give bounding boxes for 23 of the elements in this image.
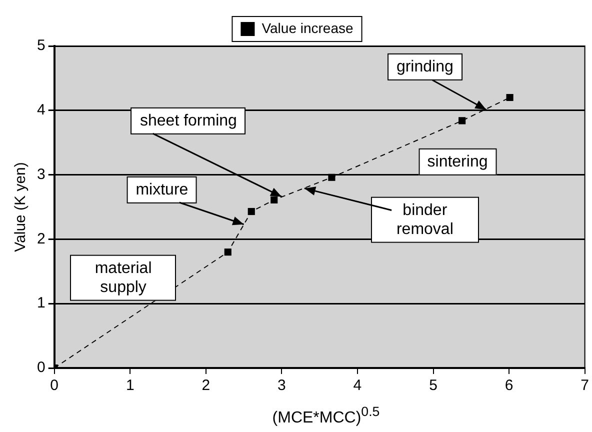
annotation: mixture [126,176,198,204]
annotation: sheet forming [131,107,246,134]
annotation: sintering [418,148,497,176]
y-tick-label: 3 [37,166,46,183]
x-tick-label: 5 [429,377,438,394]
y-tick-label: 0 [37,359,46,376]
x-tick-label: 0 [50,377,59,394]
y-axis-title: Value (K yen) [12,162,30,252]
x-tick-label: 1 [126,377,134,394]
y-tick-label: 5 [37,37,46,54]
annotation: material supply [70,254,176,302]
x-tick-label: 7 [580,377,589,394]
y-tick-label: 1 [37,294,46,312]
x-tick-label: 2 [202,377,210,394]
y-tick-label: 4 [37,102,46,119]
legend-label: Value increase [262,20,354,36]
annotation: binder removal [370,196,479,244]
x-tick-label: 4 [353,377,362,394]
x-axis-title: (MCE*MCC)$^{0.5}$ [271,404,381,428]
x-tick-label: 6 [504,377,514,394]
x-tick-label: 3 [278,377,286,394]
y-tick-label: 2 [37,230,46,248]
annotation: grinding [387,54,462,81]
